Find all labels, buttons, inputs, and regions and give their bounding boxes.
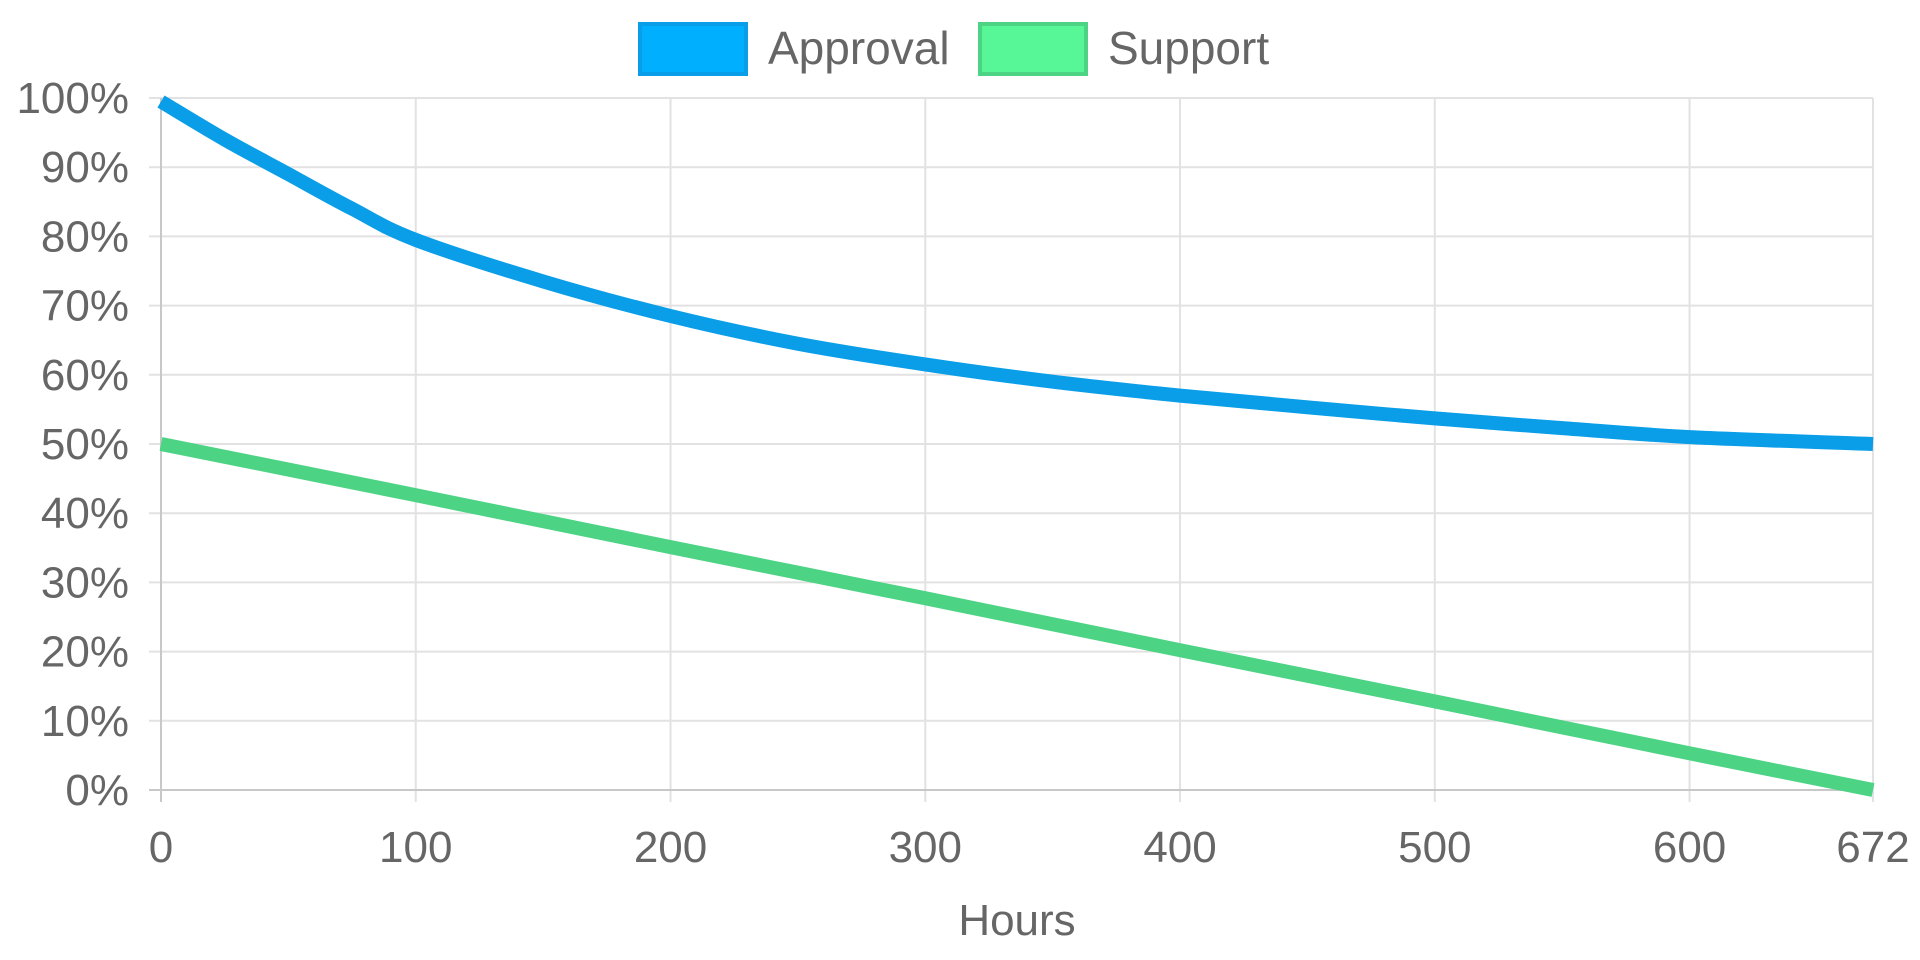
y-tick-label: 80% <box>41 212 129 261</box>
axes <box>149 98 1873 802</box>
y-tick-label: 20% <box>41 628 129 677</box>
legend-label: Approval <box>768 22 950 74</box>
x-tick-label: 672 <box>1836 823 1909 872</box>
horizontal-gridlines <box>149 97 1873 791</box>
series-lines <box>157 95 1875 797</box>
legend-item-support[interactable]: Support <box>978 22 1269 76</box>
legend-swatch <box>978 22 1088 76</box>
y-tick-label: 0% <box>65 766 129 815</box>
legend-item-approval[interactable]: Approval <box>638 22 950 76</box>
x-axis-title: Hours <box>958 896 1075 945</box>
x-tick-label: 100 <box>379 823 452 872</box>
x-tick-label: 0 <box>149 823 173 872</box>
series-line-support <box>159 437 1875 797</box>
x-tick-label: 300 <box>889 823 962 872</box>
y-axis-tick-labels: 0% 10% 20% 30% 40% 50% 60% 70% 80% 90% 100% <box>16 74 129 815</box>
x-tick-label: 600 <box>1653 823 1726 872</box>
x-tick-label: 400 <box>1143 823 1216 872</box>
y-tick-label: 10% <box>41 697 129 746</box>
series-line-approval <box>157 95 1874 451</box>
y-tick-label: 30% <box>41 558 129 607</box>
x-axis-tick-labels: 0 100 200 300 400 500 600 672 <box>149 823 1910 872</box>
y-tick-label: 90% <box>41 143 129 192</box>
legend-label: Support <box>1108 22 1269 74</box>
vertical-gridlines <box>160 98 1874 802</box>
y-tick-label: 70% <box>41 282 129 331</box>
legend: Approval Support <box>638 22 1269 76</box>
x-tick-label: 200 <box>634 823 707 872</box>
y-tick-label: 40% <box>41 489 129 538</box>
x-tick-label: 500 <box>1398 823 1471 872</box>
y-tick-label: 60% <box>41 351 129 400</box>
legend-swatch <box>638 22 748 76</box>
y-tick-label: 50% <box>41 420 129 469</box>
y-tick-label: 100% <box>16 74 129 123</box>
